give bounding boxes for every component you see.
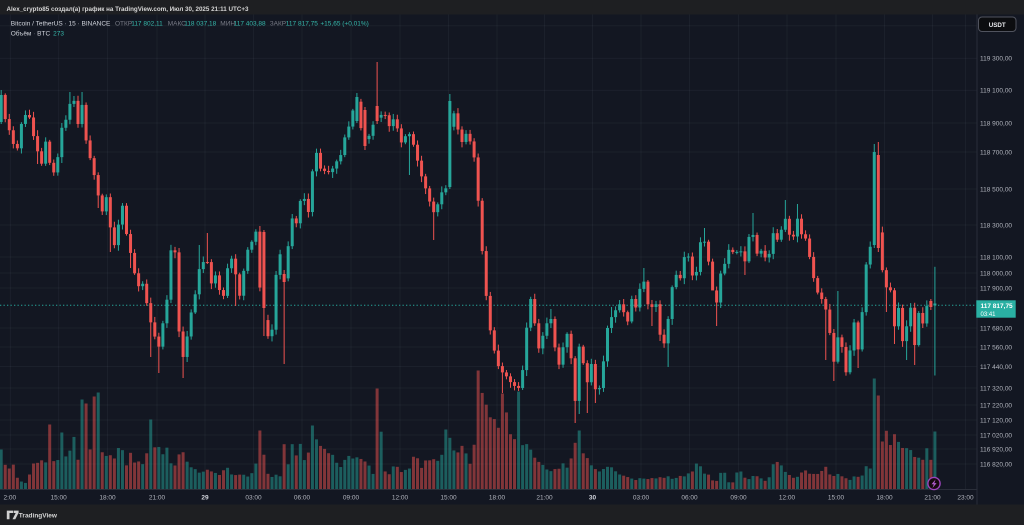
svg-text:117 817,75: 117 817,75 [981, 303, 1014, 310]
svg-text:ОТКР: ОТКР [115, 20, 132, 27]
svg-text:118 500,00: 118 500,00 [980, 186, 1012, 193]
svg-text:117 817,75: 117 817,75 [286, 20, 318, 27]
svg-text:Bitcoin / TetherUS · 15 · BINA: Bitcoin / TetherUS · 15 · BINANCE [11, 20, 111, 27]
svg-text:ЗАКР: ЗАКР [270, 20, 286, 27]
svg-text:+15,65 (+0,01%): +15,65 (+0,01%) [320, 20, 368, 27]
svg-text:118 100,00: 118 100,00 [980, 254, 1012, 261]
svg-text:МАКС: МАКС [168, 20, 186, 27]
svg-text:21:00: 21:00 [149, 495, 166, 502]
svg-text:Объём · BTC: Объём · BTC [11, 29, 51, 37]
svg-text:03:00: 03:00 [633, 495, 650, 502]
svg-text:117 120,00: 117 120,00 [980, 417, 1012, 424]
svg-text:117 320,00: 117 320,00 [980, 385, 1012, 392]
svg-text:23:00: 23:00 [957, 495, 974, 502]
svg-text:119 100,00: 119 100,00 [980, 88, 1012, 95]
svg-text:116 920,00: 116 920,00 [980, 446, 1012, 453]
svg-text:2:00: 2:00 [4, 495, 17, 502]
svg-text:117 900,00: 117 900,00 [980, 285, 1012, 292]
svg-text:12:00: 12:00 [779, 495, 796, 502]
svg-text:03:41: 03:41 [981, 312, 997, 318]
svg-text:03:00: 03:00 [245, 495, 262, 502]
svg-text:18:00: 18:00 [876, 495, 893, 502]
svg-text:15:00: 15:00 [440, 495, 457, 502]
svg-text:18:00: 18:00 [99, 495, 116, 502]
svg-text:МИН: МИН [220, 20, 235, 27]
svg-text:USDT: USDT [989, 22, 1006, 29]
svg-text:117 802,11: 117 802,11 [131, 20, 163, 27]
svg-text:118 000,00: 118 000,00 [980, 270, 1012, 277]
svg-text:15:00: 15:00 [50, 495, 67, 502]
svg-text:118 900,00: 118 900,00 [980, 120, 1012, 127]
svg-text:06:00: 06:00 [681, 495, 698, 502]
svg-text:15:00: 15:00 [828, 495, 845, 502]
svg-text:21:00: 21:00 [924, 495, 941, 502]
svg-text:21:00: 21:00 [536, 495, 553, 502]
svg-text:117 020,00: 117 020,00 [980, 432, 1012, 439]
svg-text:117 560,00: 117 560,00 [980, 344, 1012, 351]
svg-text:117 440,00: 117 440,00 [980, 364, 1012, 371]
svg-text:116 820,00: 116 820,00 [980, 461, 1012, 468]
svg-text:12:00: 12:00 [392, 495, 409, 502]
svg-text:117 403,88: 117 403,88 [234, 20, 266, 27]
svg-text:273: 273 [53, 30, 64, 37]
svg-text:118 300,00: 118 300,00 [980, 222, 1012, 229]
svg-text:06:00: 06:00 [294, 495, 311, 502]
svg-text:119 300,00: 119 300,00 [980, 56, 1012, 63]
svg-text:117 220,00: 117 220,00 [980, 402, 1012, 409]
svg-text:09:00: 09:00 [730, 495, 747, 502]
svg-text:18:00: 18:00 [489, 495, 506, 502]
svg-text:118 700,00: 118 700,00 [980, 149, 1012, 156]
svg-text:TradingView: TradingView [19, 513, 58, 520]
svg-text:117 680,00: 117 680,00 [980, 325, 1012, 332]
svg-text:30: 30 [589, 495, 597, 502]
svg-text:29: 29 [201, 495, 209, 502]
svg-text:Alex_crypto85 создал(а) график: Alex_crypto85 создал(а) график на Tradin… [7, 6, 249, 13]
svg-text:118 037,18: 118 037,18 [184, 20, 216, 27]
svg-text:09:00: 09:00 [343, 495, 360, 502]
